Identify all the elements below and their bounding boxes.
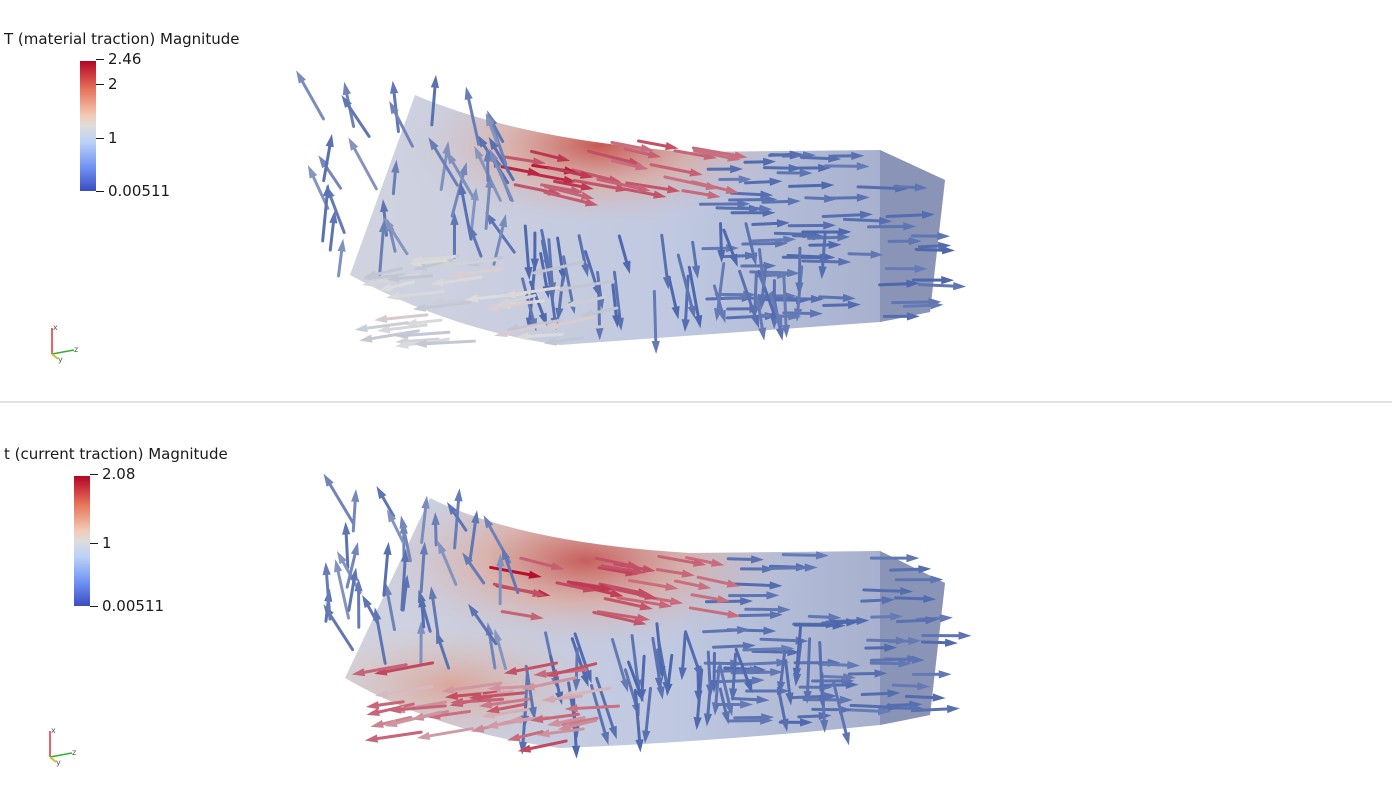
view-splitter[interactable] bbox=[0, 401, 1392, 403]
colorbar-tick: 2 bbox=[96, 77, 118, 92]
colorbar-tick-min: 0.00511 bbox=[96, 184, 170, 199]
orientation-axes-icon: x y z bbox=[51, 323, 78, 364]
colorbar-tick-max: 2.08 bbox=[90, 467, 135, 482]
vector-glyphs bbox=[296, 70, 967, 354]
mesh-scene[interactable] bbox=[0, 403, 1392, 804]
colorbar-tick: 1 bbox=[90, 536, 112, 551]
colorbar-tick-min: 0.00511 bbox=[90, 599, 164, 614]
render-view-current-traction[interactable]: t (current traction) Magnitude 2.08 1 0.… bbox=[0, 403, 1392, 804]
deformed-block bbox=[345, 498, 945, 748]
colorbar bbox=[80, 61, 96, 191]
orientation-axes-icon: x y z bbox=[49, 726, 76, 767]
svg-text:z: z bbox=[74, 345, 78, 354]
colorbar-title: T (material traction) Magnitude bbox=[4, 30, 240, 48]
svg-text:y: y bbox=[58, 355, 63, 364]
svg-text:z: z bbox=[72, 748, 76, 757]
colorbar-tick: 1 bbox=[96, 131, 118, 146]
colorbar bbox=[74, 476, 90, 606]
colorbar-tick-max: 2.46 bbox=[96, 52, 141, 67]
vector-glyphs bbox=[322, 473, 972, 759]
render-view-material-traction[interactable]: T (material traction) Magnitude 2.46 2 1… bbox=[0, 0, 1392, 401]
svg-text:x: x bbox=[53, 323, 58, 332]
colorbar-title: t (current traction) Magnitude bbox=[4, 445, 228, 463]
svg-text:y: y bbox=[56, 758, 61, 767]
svg-text:x: x bbox=[51, 726, 56, 735]
mesh-scene[interactable] bbox=[0, 0, 1392, 401]
